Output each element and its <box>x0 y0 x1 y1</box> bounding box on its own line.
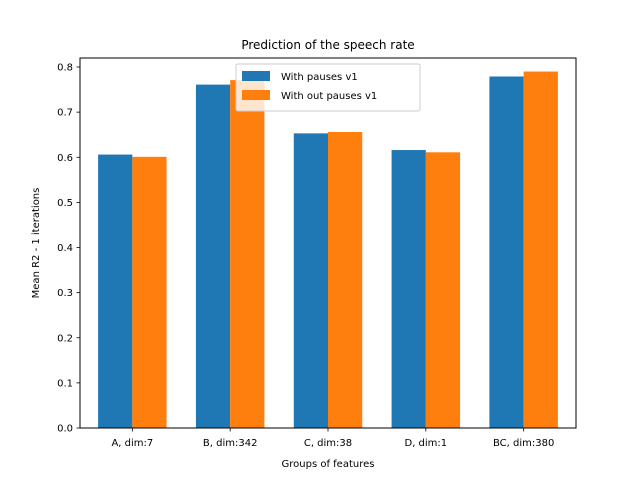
chart-title: Prediction of the speech rate <box>241 38 414 52</box>
legend-swatch-2 <box>242 90 270 100</box>
y-tick-label: 0.8 <box>57 63 73 74</box>
bar-series-1-5 <box>489 76 524 428</box>
y-tick-label: 0.5 <box>57 198 73 209</box>
x-tick-label: BC, dim:380 <box>493 438 554 449</box>
y-tick-label: 0.3 <box>57 288 73 299</box>
legend-box <box>235 63 421 112</box>
x-tick-label: A, dim:7 <box>111 438 153 449</box>
x-tick-label: C, dim:38 <box>304 438 352 449</box>
x-axis-label: Groups of features <box>282 459 375 470</box>
legend-label-1: With pauses v1 <box>281 72 358 83</box>
y-tick-label: 0.2 <box>57 333 73 344</box>
bar-series-1-2 <box>195 84 231 429</box>
bar-series-2-1 <box>132 156 167 428</box>
y-axis-label: Mean R2 - 1 iterations <box>31 188 42 299</box>
y-tick-label: 0.6 <box>57 153 73 164</box>
bar-series-2-2 <box>230 80 265 429</box>
x-axis: A, dim:7 B, dim:342 C, dim:38 D, dim:1 BC, d… <box>111 428 554 449</box>
y-tick-label: 0.4 <box>57 243 73 254</box>
bar-series-1-1 <box>98 154 133 428</box>
y-tick-label: 0.7 <box>57 108 73 119</box>
bar-series-1-3 <box>293 133 328 428</box>
bar-series-2-4 <box>425 152 461 429</box>
y-axis: 0.0 0.1 0.2 0.3 0.4 0.5 0.6 0.7 0.8 <box>57 63 80 435</box>
legend-label-2: With out pauses v1 <box>281 91 377 102</box>
y-tick-label: 0.1 <box>57 378 73 389</box>
legend-swatch-1 <box>242 71 270 81</box>
x-tick-label: B, dim:342 <box>203 438 258 449</box>
bar-series-2-5 <box>523 71 558 428</box>
y-tick-label: 0.0 <box>57 424 73 435</box>
x-tick-label: D, dim:1 <box>405 438 448 449</box>
bars-group <box>98 71 558 429</box>
bar-series-1-4 <box>391 150 426 429</box>
legend: With pauses v1 With out pauses v1 <box>235 63 421 112</box>
bar-series-2-3 <box>328 132 363 428</box>
